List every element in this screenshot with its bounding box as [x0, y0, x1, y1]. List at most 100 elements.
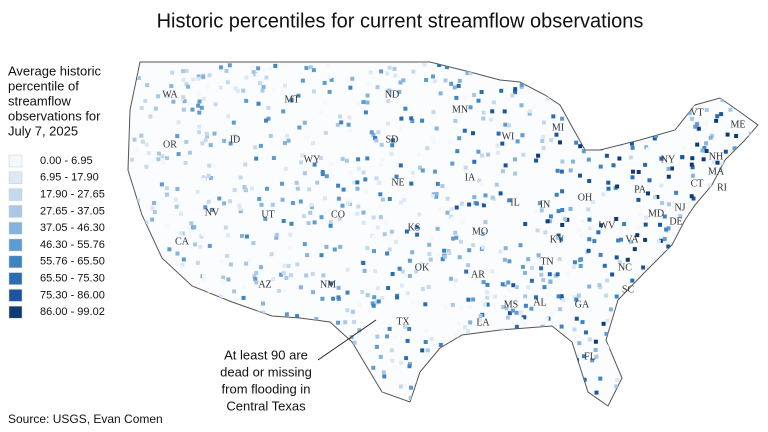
station-square [485, 302, 490, 307]
station-square [325, 401, 329, 405]
station-square [423, 340, 428, 344]
station-square [484, 342, 489, 346]
station-square [129, 349, 133, 354]
station-square [503, 65, 508, 70]
station-square [486, 152, 491, 157]
station-square [562, 63, 567, 68]
station-square [420, 286, 425, 291]
station-square [723, 149, 728, 154]
station-square [630, 278, 635, 283]
station-square [665, 114, 670, 119]
station-square [575, 302, 580, 307]
station-square [355, 180, 360, 185]
station-square [378, 163, 383, 167]
station-square [241, 295, 246, 300]
station-square [447, 251, 452, 255]
station-square [530, 265, 534, 270]
station-square [336, 295, 341, 300]
station-square [402, 197, 407, 202]
station-square [402, 324, 407, 329]
station-square [675, 111, 680, 116]
station-square [338, 244, 343, 249]
station-square [334, 374, 339, 379]
legend-label: 37.05 - 46.30 [40, 222, 105, 234]
station-square [601, 192, 606, 197]
station-square [203, 205, 208, 210]
station-square [341, 187, 346, 192]
station-square [408, 362, 412, 366]
station-square [188, 150, 192, 155]
station-square [565, 217, 570, 222]
station-square [371, 132, 376, 137]
station-square [604, 153, 609, 158]
station-square [175, 381, 180, 386]
station-square [368, 70, 373, 75]
station-square [340, 156, 345, 161]
station-square [503, 122, 508, 127]
station-square [140, 392, 145, 397]
station-square [232, 289, 237, 294]
station-square [688, 284, 693, 289]
station-square [174, 272, 179, 277]
station-square [320, 172, 325, 177]
station-square [756, 87, 758, 92]
station-square [682, 145, 686, 150]
state-label: ND [385, 89, 399, 100]
station-square [536, 253, 541, 258]
station-square [158, 314, 162, 319]
station-square [731, 325, 736, 330]
station-square [581, 156, 586, 160]
station-square [630, 175, 635, 180]
station-square [206, 199, 211, 204]
state-label: SC [622, 284, 635, 295]
station-square [664, 227, 669, 232]
station-square [376, 299, 381, 304]
station-square [227, 316, 232, 321]
station-square [438, 392, 443, 397]
station-square [153, 277, 157, 282]
station-square [175, 327, 180, 332]
station-square [479, 181, 484, 186]
station-square [675, 297, 680, 302]
station-square [143, 98, 148, 103]
station-square [222, 281, 226, 286]
station-square [274, 235, 279, 240]
station-square [148, 114, 153, 119]
station-square [387, 197, 392, 201]
state-label: IL [510, 197, 519, 208]
state-label: MS [504, 299, 518, 310]
station-square [724, 395, 729, 400]
station-square [614, 384, 619, 389]
station-square [156, 94, 161, 99]
station-square [467, 202, 472, 207]
station-square [502, 295, 506, 300]
station-square [496, 131, 501, 136]
station-square [492, 375, 497, 380]
station-square [317, 401, 322, 406]
station-square [390, 143, 395, 148]
station-square [505, 96, 510, 101]
station-square [695, 122, 699, 127]
station-square [463, 325, 467, 330]
station-square [271, 87, 276, 92]
station-square [364, 190, 369, 195]
station-square [562, 369, 567, 374]
station-square [568, 168, 573, 173]
station-square [717, 221, 721, 226]
station-square [382, 232, 387, 237]
station-square [587, 337, 592, 342]
station-square [417, 152, 421, 157]
station-square [197, 93, 202, 98]
station-square [423, 302, 428, 307]
station-square [480, 153, 485, 158]
station-square [668, 114, 673, 119]
station-square [401, 78, 406, 83]
station-square [177, 404, 182, 406]
station-square [543, 346, 547, 351]
station-square [641, 297, 646, 301]
station-square [617, 156, 622, 161]
station-square [284, 312, 289, 317]
legend-swatch [8, 154, 23, 168]
state-label: MO [472, 226, 488, 237]
station-square [144, 142, 149, 147]
